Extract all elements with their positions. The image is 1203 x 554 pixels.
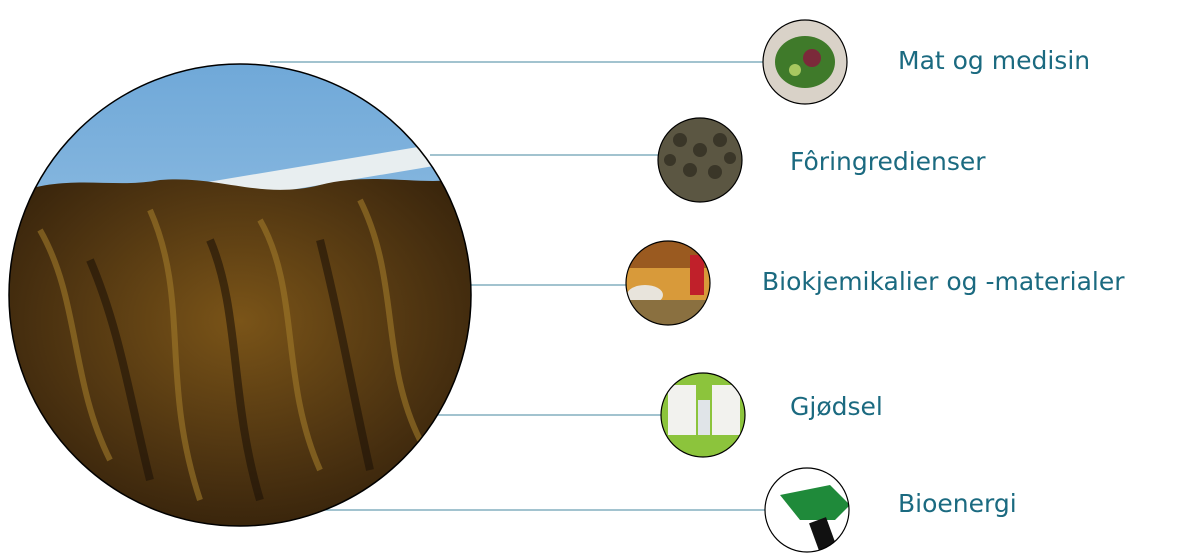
icon-food — [760, 18, 850, 108]
seaweed-photo — [0, 60, 480, 540]
icon-bioenergy — [762, 465, 852, 554]
icon-biochem — [620, 238, 715, 330]
node-label: Mat og medisin — [898, 46, 1090, 75]
diagram: Mat og medisin Fôringredienser Biokjemik… — [0, 0, 1203, 554]
node-label: Fôringredienser — [790, 147, 986, 176]
icon-feed — [655, 115, 745, 205]
node-label: Gjødsel — [790, 392, 883, 421]
icon-fertilizer — [658, 370, 748, 460]
node-label: Biokjemikalier og -materialer — [762, 267, 1125, 296]
node-label: Bioenergi — [898, 489, 1017, 518]
